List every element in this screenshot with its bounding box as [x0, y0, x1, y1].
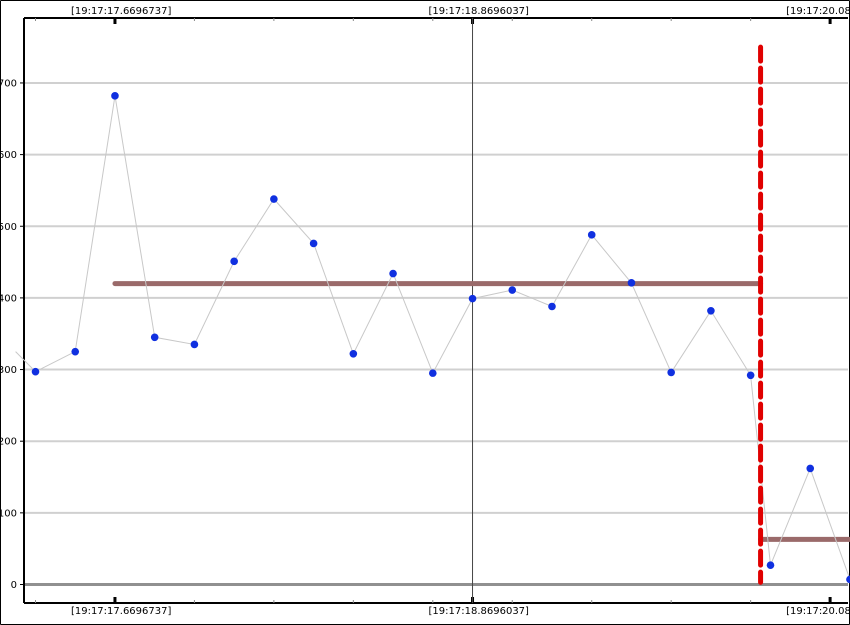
x-tick-label-top: [19:17:17.6696737] [71, 6, 172, 17]
y-tick-label: 300 [0, 365, 17, 376]
series-points [31, 92, 850, 584]
data-point [111, 92, 119, 100]
data-point [766, 561, 775, 569]
data-point [846, 575, 850, 584]
data-point [707, 306, 715, 315]
y-tick-label: 200 [0, 437, 17, 448]
y-tick-label: 400 [0, 293, 17, 304]
x-tick-label-bottom: [19:17:18.8696037] [429, 606, 530, 617]
x-tick-label-bottom: [19:17:17.6696737] [71, 606, 172, 617]
data-point [746, 371, 755, 380]
data-point [270, 195, 278, 203]
data-point [71, 347, 80, 356]
y-axis: 0 100 200 300 400 500 600 700 [0, 78, 24, 591]
y-tick-label: 100 [0, 508, 17, 519]
data-point [309, 239, 318, 248]
change-points [758, 44, 764, 585]
data-point [667, 368, 675, 377]
data-point [548, 302, 556, 311]
x-tick-label-top: [19:17:18.8696037] [429, 6, 530, 17]
data-point [150, 333, 159, 342]
data-point [190, 340, 199, 349]
y-tick-label: 0 [11, 580, 17, 591]
data-point [31, 367, 40, 376]
data-point [429, 369, 437, 377]
y-tick-label: 500 [0, 222, 17, 233]
mean-segments [112, 281, 850, 542]
y-tick-label: 600 [0, 150, 17, 161]
data-point [508, 286, 517, 294]
data-point [806, 464, 815, 473]
grid [24, 81, 848, 586]
data-point [627, 279, 636, 287]
x-tick-label-bottom: [19:17:20.0813948] [786, 606, 850, 617]
x-tick-label-top: [19:17:20.0813948] [786, 6, 850, 17]
data-point [468, 294, 477, 303]
y-tick-label: 700 [0, 78, 17, 89]
data-point [349, 349, 358, 358]
data-point [230, 257, 238, 266]
data-point [587, 231, 596, 239]
data-point [389, 269, 397, 278]
